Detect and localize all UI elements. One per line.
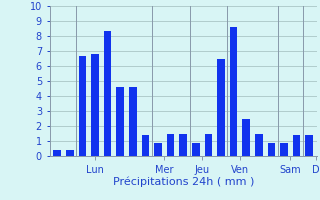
Bar: [116, 87, 124, 156]
Bar: [293, 135, 300, 156]
Bar: [154, 142, 162, 156]
Bar: [167, 134, 174, 156]
Bar: [243, 118, 250, 156]
Bar: [142, 135, 149, 156]
Bar: [91, 54, 99, 156]
Bar: [66, 150, 74, 156]
Bar: [180, 134, 187, 156]
Bar: [129, 87, 137, 156]
Bar: [255, 134, 263, 156]
Bar: [192, 142, 200, 156]
Bar: [217, 58, 225, 156]
Bar: [268, 142, 275, 156]
X-axis label: Précipitations 24h ( mm ): Précipitations 24h ( mm ): [113, 176, 254, 187]
Bar: [306, 135, 313, 156]
Bar: [280, 142, 288, 156]
Bar: [104, 31, 111, 156]
Bar: [230, 27, 237, 156]
Bar: [204, 134, 212, 156]
Bar: [53, 150, 61, 156]
Bar: [79, 55, 86, 156]
